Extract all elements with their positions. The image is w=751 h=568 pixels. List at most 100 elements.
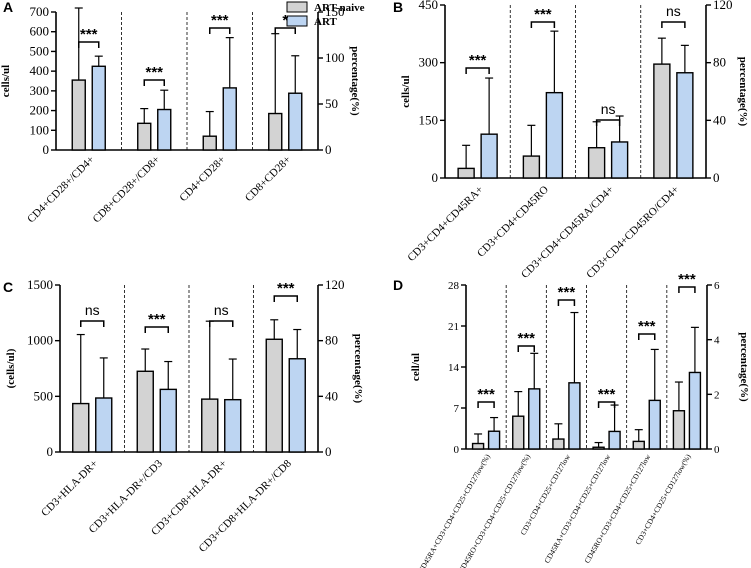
bar-art-naive xyxy=(592,446,605,450)
panel-d: 0 7 14 21 28 0 2 4 6 cell/ul percentage(%) *** CD45R… xyxy=(410,271,750,568)
category-label: CD45RO+CD3+CD4+CD25+CD127low xyxy=(582,452,652,565)
right-tick-label: 100 xyxy=(325,50,345,65)
y2-axis-label: percentage(%) xyxy=(738,332,750,402)
significance-label: *** xyxy=(558,284,576,301)
y-axis-label: (cells/ul) xyxy=(5,348,17,388)
left-tick-label: 500 xyxy=(30,43,50,58)
right-tick-label: 6 xyxy=(714,280,720,292)
right-tick-label: 0 xyxy=(325,142,332,157)
significance-label: *** xyxy=(477,386,495,403)
left-tick-label: 0 xyxy=(43,142,50,157)
legend: ART-naive ART xyxy=(286,1,365,28)
bar-art-naive xyxy=(136,370,154,453)
significance-bracket xyxy=(517,345,535,352)
legend-swatch-art xyxy=(286,15,308,27)
bar-art xyxy=(288,92,303,151)
bar-art xyxy=(545,91,564,179)
significance-bracket xyxy=(557,299,576,306)
category-label: CD4+CD28+ xyxy=(177,154,228,205)
category-label: CD4+CD28+/CD4+ xyxy=(25,154,97,226)
category-label: CD45RO+CD3+CD4+CD25+CD127low(%) xyxy=(456,452,532,568)
right-tick-label: 4 xyxy=(714,335,720,347)
left-tick-label: 1500 xyxy=(27,277,53,292)
significance-bracket xyxy=(78,41,100,48)
significance-bracket xyxy=(530,21,556,28)
significance-bracket xyxy=(143,79,165,86)
significance-label: ns xyxy=(666,3,681,19)
bar-art-naive xyxy=(552,438,565,450)
left-tick-label: 0 xyxy=(47,444,54,459)
right-tick-label: 50 xyxy=(325,96,338,111)
significance-label: *** xyxy=(678,271,696,288)
left-tick-label: 7 xyxy=(454,403,460,415)
right-tick-label: 0 xyxy=(714,444,720,456)
left-tick-label: 1000 xyxy=(27,333,53,348)
legend-label-art: ART xyxy=(314,16,338,28)
significance-label: ns xyxy=(85,302,100,318)
significance-bracket xyxy=(465,67,490,74)
panel-c: 0 500 1000 1500 0 40 80 120 (cells/ul) percentage… xyxy=(5,277,364,555)
left-tick-label: 500 xyxy=(34,388,54,403)
bar-art-naive xyxy=(672,410,686,450)
left-tick-label: 0 xyxy=(432,170,439,185)
significance-bracket xyxy=(477,401,495,408)
significance-bracket xyxy=(638,333,656,340)
category-label: CD3+CD4+CD45RO xyxy=(475,184,551,260)
bar-art xyxy=(528,388,541,450)
right-tick-label: 120 xyxy=(325,277,345,292)
right-tick-label: 120 xyxy=(713,0,733,12)
category-label: CD8+CD28+/CD8+ xyxy=(91,154,163,226)
bar-art xyxy=(648,399,661,450)
panel-b: 0 150 300 450 0 40 80 120 cells/ul percentage(%) *… xyxy=(400,0,749,281)
bar-art-naive xyxy=(587,147,606,179)
significance-bracket xyxy=(144,326,169,333)
left-tick-label: 300 xyxy=(30,83,50,98)
significance-label: *** xyxy=(148,311,166,328)
bar-art-naive xyxy=(471,442,485,450)
right-tick-label: 80 xyxy=(325,333,338,348)
left-tick-label: 450 xyxy=(419,0,439,12)
right-tick-label: 2 xyxy=(714,389,720,401)
bar-art xyxy=(480,133,498,179)
category-label: CD45RA+CD3+CD4+CD25+CD127low xyxy=(542,452,612,565)
significance-label: *** xyxy=(517,330,535,347)
bar-art-naive xyxy=(202,135,217,151)
left-tick-label: 14 xyxy=(448,362,460,374)
left-tick-label: 0 xyxy=(454,444,460,456)
significance-label: ns xyxy=(214,302,229,318)
panel-letter-d: D xyxy=(393,277,403,293)
panel-letter-b: B xyxy=(393,0,403,15)
bar-art xyxy=(487,430,501,450)
legend-swatch-naive xyxy=(286,1,308,13)
significance-label: * xyxy=(282,12,288,29)
bar-art-naive xyxy=(265,338,283,453)
bar-art xyxy=(91,65,106,151)
significance-bracket xyxy=(273,295,298,302)
panel-a: 0 100 200 300 400 500 600 700 0 50 100 150 cells/ul p… xyxy=(0,4,361,225)
y2-axis-label: percentage(%) xyxy=(737,57,749,127)
left-tick-label: 21 xyxy=(448,321,459,333)
bar-art xyxy=(568,382,581,450)
significance-label: *** xyxy=(638,318,656,335)
bar-art xyxy=(224,398,242,453)
significance-label: *** xyxy=(598,386,616,403)
significance-label: ns xyxy=(601,101,616,117)
bar-art xyxy=(159,388,177,453)
y-axis-label: cells/ul xyxy=(0,65,12,97)
bar-art xyxy=(608,430,621,450)
right-tick-label: 40 xyxy=(713,112,726,127)
significance-label: *** xyxy=(211,12,229,29)
bar-art-naive xyxy=(522,155,541,179)
bar-art-naive xyxy=(632,440,645,450)
significance-bracket xyxy=(595,119,621,126)
significance-label: *** xyxy=(534,6,552,23)
left-tick-label: 700 xyxy=(30,4,50,19)
legend-label-naive: ART-naive xyxy=(314,2,365,14)
right-tick-label: 0 xyxy=(325,444,332,459)
panel-letter-a: A xyxy=(3,0,13,15)
y-axis-label: cells/ul xyxy=(400,75,412,107)
bar-art xyxy=(676,72,694,179)
right-tick-label: 0 xyxy=(713,170,720,185)
left-tick-label: 200 xyxy=(30,103,50,118)
